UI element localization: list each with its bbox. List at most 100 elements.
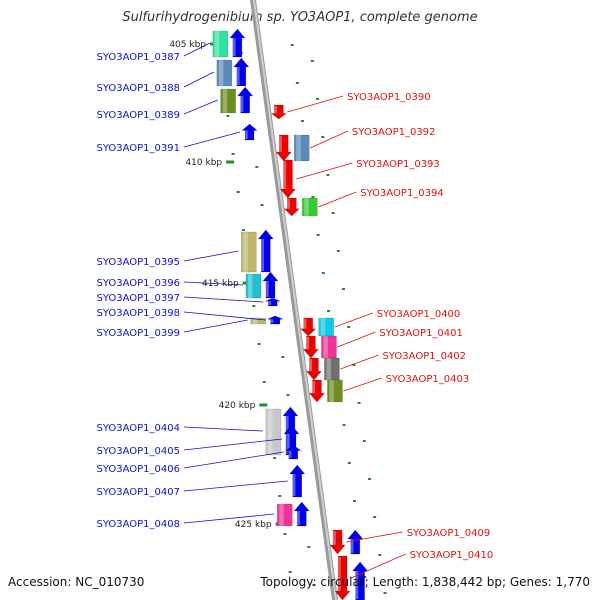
- tick-label: 420 kbp: [219, 401, 256, 411]
- gene-arrow-syo3aop1_0406: [284, 444, 302, 460]
- tick-label: 405 kbp: [169, 40, 206, 50]
- grid-dot: [316, 98, 320, 100]
- leader-line: [183, 426, 263, 432]
- cog-box-syo3aop1_0404: [265, 408, 282, 456]
- grid-dot: [301, 120, 305, 122]
- gene-arrow-syo3aop1_0396: [262, 271, 279, 299]
- leader-line: [183, 438, 283, 451]
- grid-dot: [352, 364, 356, 366]
- leader-line: [183, 281, 243, 286]
- grid-dot: [226, 115, 230, 117]
- cog-box-syo3aop1_0388: [216, 59, 233, 87]
- gene-label-syo3aop1_0400: SYO3AOP1_0400: [377, 309, 461, 320]
- grid-dot: [373, 516, 377, 518]
- cog-box-syo3aop1_0392: [293, 134, 310, 162]
- gene-label-syo3aop1_0405: SYO3AOP1_0405: [96, 446, 180, 457]
- grid-dot: [262, 381, 266, 383]
- gene-label-syo3aop1_0401: SYO3AOP1_0401: [379, 328, 463, 339]
- gene-label-syo3aop1_0394: SYO3AOP1_0394: [360, 188, 444, 199]
- gene-label-syo3aop1_0409: SYO3AOP1_0409: [407, 528, 491, 539]
- tick-mark: [259, 403, 268, 407]
- leader-line: [183, 480, 288, 492]
- gene-layer: [212, 28, 369, 600]
- cog-box-syo3aop1_0400: [318, 317, 334, 337]
- grid-dot: [321, 136, 325, 138]
- leader-line: [183, 296, 264, 303]
- grid-dot: [231, 153, 235, 155]
- grid-dot: [352, 500, 356, 502]
- grid-dot: [347, 462, 351, 464]
- grid-dot: [336, 250, 340, 252]
- grid-dot: [283, 533, 287, 535]
- grid-dot: [255, 166, 259, 168]
- cog-box-syo3aop1_0401: [321, 335, 337, 359]
- leader-line: [183, 99, 218, 115]
- leader-line: [287, 95, 344, 113]
- cog-box-syo3aop1_0408: [276, 503, 293, 527]
- leader-line: [183, 513, 275, 524]
- grid-dot: [357, 402, 361, 404]
- cog-box-syo3aop1_0387: [212, 30, 229, 58]
- leader-line: [183, 311, 266, 321]
- grid-dot: [310, 60, 314, 62]
- gene-arrow-syo3aop1_0400: [299, 317, 317, 337]
- gene-label-syo3aop1_0396: SYO3AOP1_0396: [96, 278, 180, 289]
- grid-dot: [342, 424, 346, 426]
- grid-dot: [260, 204, 264, 206]
- gene-label-syo3aop1_0392: SYO3AOP1_0392: [352, 127, 436, 138]
- gene-label-syo3aop1_0389: SYO3AOP1_0389: [96, 110, 180, 121]
- leader-line: [183, 131, 241, 148]
- gene-label-syo3aop1_0390: SYO3AOP1_0390: [347, 92, 431, 103]
- gene-label-syo3aop1_0399: SYO3AOP1_0399: [96, 328, 180, 339]
- grid-dot: [331, 212, 335, 214]
- grid-dot: [341, 288, 345, 290]
- gene-arrow-syo3aop1_0403: [308, 379, 326, 403]
- grid-dot: [273, 457, 277, 459]
- cog-box-syo3aop1_0403: [327, 379, 343, 403]
- gene-arrow-syo3aop1_0410: [334, 555, 351, 600]
- accession-text: Accession: NC_010730: [8, 575, 145, 589]
- cog-box-syo3aop1_0395: [241, 231, 257, 273]
- tick-mark: [226, 160, 235, 164]
- chromosome-backbone-highlight: [253, 0, 337, 600]
- grid-dot: [316, 234, 320, 236]
- cog-box-syo3aop1_0396: [245, 273, 262, 299]
- tick-label: 425 kbp: [235, 520, 272, 530]
- gene-label-syo3aop1_0403: SYO3AOP1_0403: [386, 374, 470, 385]
- grid-dot: [367, 478, 371, 480]
- grid-dot: [307, 546, 311, 548]
- grid-dot: [326, 174, 330, 176]
- leader-line: [183, 250, 239, 262]
- gene-arrow-syo3aop1_0408: [293, 501, 310, 527]
- leader-line: [310, 130, 349, 149]
- grid-dot: [312, 584, 316, 586]
- gene-arrow-extra-forward: [347, 529, 364, 555]
- gene-arrow-syo3aop1_0391: [241, 123, 258, 141]
- tick-label: 410 kbp: [185, 158, 222, 168]
- leader-line: [334, 312, 373, 328]
- grid-dot: [347, 326, 351, 328]
- leader-line: [296, 162, 353, 180]
- gene-arrow-syo3aop1_0399: [267, 315, 283, 325]
- backbone-layer: [250, 0, 338, 600]
- label-layer: SYO3AOP1_0387 SYO3AOP1_0388 SYO3AOP1_0389 S…: [96, 42, 493, 579]
- grid-dot: [363, 576, 367, 578]
- gene-label-syo3aop1_0395: SYO3AOP1_0395: [96, 257, 180, 268]
- grid-dot: [295, 82, 299, 84]
- gene-label-syo3aop1_0388: SYO3AOP1_0388: [96, 83, 180, 94]
- leader-line: [183, 71, 215, 88]
- gene-label-syo3aop1_0398: SYO3AOP1_0398: [96, 308, 180, 319]
- grid-dot: [241, 229, 245, 231]
- gene-label-syo3aop1_0406: SYO3AOP1_0406: [96, 464, 180, 475]
- gene-label-syo3aop1_0393: SYO3AOP1_0393: [356, 159, 440, 170]
- grid-dot: [286, 394, 290, 396]
- gene-arrow-syo3aop1_0392: [275, 134, 292, 162]
- gene-arrow-syo3aop1_0387: [229, 28, 246, 58]
- gene-label-syo3aop1_0397: SYO3AOP1_0397: [96, 293, 180, 304]
- grid-dot: [311, 196, 315, 198]
- leader-line: [183, 42, 211, 57]
- leader-line: [350, 553, 406, 579]
- cog-box-syo3aop1_0394: [301, 197, 318, 217]
